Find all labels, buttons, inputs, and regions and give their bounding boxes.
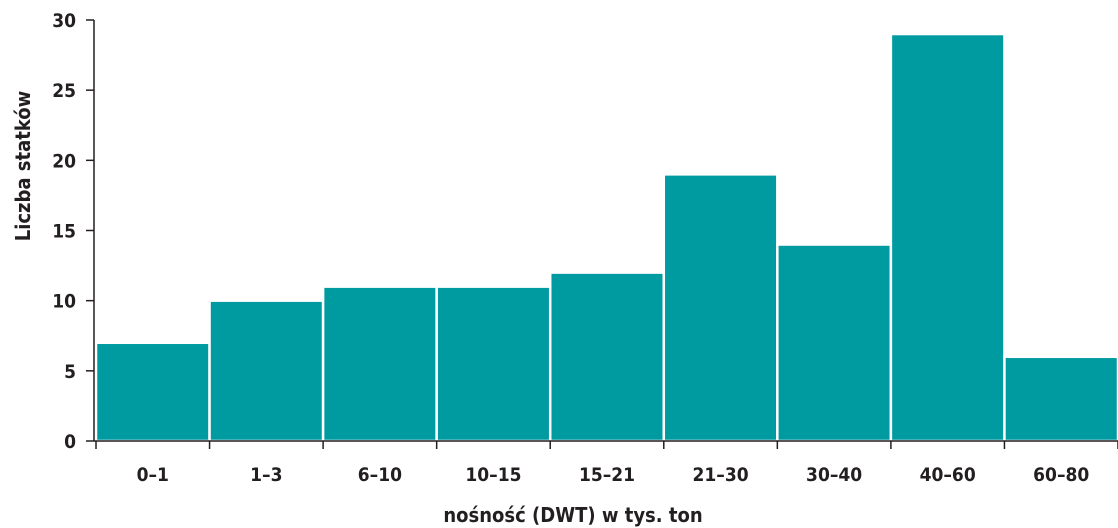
x-tick-label: 21–30 bbox=[692, 464, 748, 486]
bar-21–30 bbox=[662, 173, 779, 443]
bar-40–60 bbox=[889, 32, 1006, 443]
x-tick-label: 30–40 bbox=[806, 464, 862, 486]
x-tick-label: 40–60 bbox=[920, 464, 976, 486]
bar-6–10 bbox=[321, 285, 438, 443]
y-tick-label: 25 bbox=[52, 80, 76, 102]
x-axis-title: nośność (DWT) w tys. ton bbox=[443, 503, 702, 527]
y-tick-label: 5 bbox=[64, 361, 76, 383]
bar-1–3 bbox=[208, 299, 325, 443]
bar-30–40 bbox=[776, 243, 893, 443]
x-axis: 0–1 1–3 6–10 10–15 15–21 21–30 30–40 40–60 60–80 bbox=[94, 440, 1118, 486]
x-tick-label: 15–21 bbox=[579, 464, 635, 486]
y-tick-label: 0 bbox=[64, 431, 76, 453]
x-tick-label: 6–10 bbox=[358, 464, 402, 486]
x-tick-label: 0–1 bbox=[137, 464, 169, 486]
y-tick-label: 30 bbox=[52, 10, 76, 32]
y-tick-label: 15 bbox=[52, 221, 76, 243]
x-tick-label: 1–3 bbox=[250, 464, 282, 486]
x-tick-label: 10–15 bbox=[465, 464, 521, 486]
y-tick-label: 10 bbox=[52, 291, 76, 313]
bar-15–21 bbox=[548, 271, 666, 443]
bar-60–80 bbox=[1003, 355, 1118, 443]
y-tick-label: 20 bbox=[52, 150, 76, 172]
x-tick-label: 60–80 bbox=[1033, 464, 1089, 486]
y-axis: 0 5 10 15 20 25 30 bbox=[52, 10, 95, 453]
bars-group bbox=[94, 32, 1118, 443]
bar-0–1 bbox=[94, 341, 211, 443]
y-axis-title: Liczba statków bbox=[11, 91, 35, 242]
bar-10–15 bbox=[435, 285, 552, 443]
